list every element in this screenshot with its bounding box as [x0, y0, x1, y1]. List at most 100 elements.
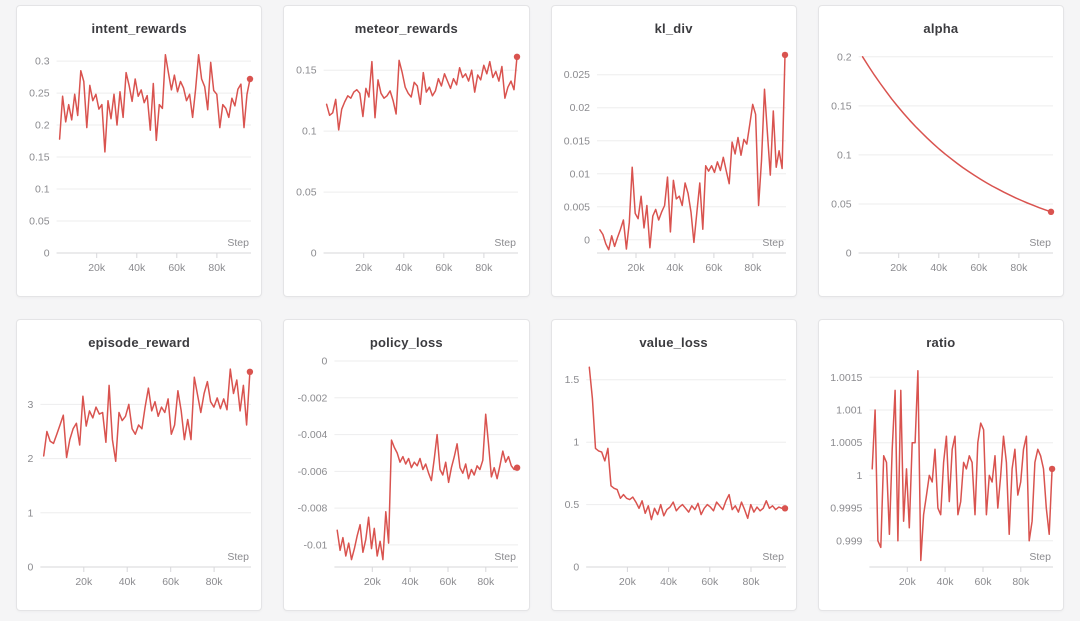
- y-tick-label: 3: [28, 399, 34, 411]
- chart-panel-ratio[interactable]: ratio 0.999 0.9995 1 1.0005 1.001 1.0015 20k 40…: [817, 319, 1064, 611]
- y-tick-label: 0.9995: [830, 503, 862, 515]
- x-tick-label: 20k: [75, 576, 93, 588]
- y-tick-label: 0.005: [563, 201, 589, 213]
- x-axis-title: Step: [1029, 237, 1051, 249]
- y-tick-label: 0.5: [564, 499, 579, 511]
- y-tick-label: 0: [584, 234, 590, 246]
- y-tick-label: 1.001: [836, 405, 862, 417]
- y-tick-label: 0: [573, 562, 579, 574]
- y-tick-label: 0.2: [35, 120, 50, 132]
- chart-panel-kl-div[interactable]: kl_div 0 0.005 0.01 0.015 0.02 0.025 20k 40k 60k…: [550, 5, 797, 297]
- y-tick-label: -0.006: [298, 466, 328, 478]
- y-tick-label: 0.15: [29, 152, 50, 164]
- x-tick-label: 40k: [402, 576, 420, 588]
- y-tick-label: 1: [573, 437, 579, 449]
- line-series: [336, 413, 519, 561]
- end-point-dot: [246, 75, 254, 83]
- x-tick-label: 60k: [168, 262, 186, 274]
- line-chart: 0 -0.002 -0.004 -0.006 -0.008 -0.01 20k 40k 60k 8…: [298, 356, 521, 588]
- y-tick-label: 0.05: [297, 187, 318, 199]
- y-tick-label: 0.1: [302, 126, 317, 138]
- line-series: [43, 368, 251, 463]
- line-chart: 0 0.005 0.01 0.015 0.02 0.025 20k 40k 60k 80k Step: [563, 51, 788, 274]
- line-chart: 0 0.05 0.1 0.15 0.2 0.25 0.3 20k 40k 60k 80k Step: [29, 53, 254, 274]
- line-chart: 0 0.05 0.1 0.15 0.2 20k 40k 60k 80k Step: [831, 51, 1055, 274]
- x-axis-title: Step: [228, 237, 250, 249]
- end-point-dot: [514, 53, 521, 60]
- y-tick-label: 2: [28, 453, 34, 465]
- y-tick-label: 0.25: [29, 88, 50, 100]
- chart-panel-value-loss[interactable]: value_loss 0 0.5 1 1.5 20k 40k 60k 80k Step: [550, 319, 797, 611]
- y-tick-label: 1: [28, 507, 34, 519]
- line-series: [598, 54, 786, 251]
- y-tick-label: 1: [856, 470, 862, 482]
- y-tick-label: -0.01: [304, 539, 328, 551]
- line-series: [326, 56, 519, 131]
- x-tick-label: 40k: [666, 262, 684, 274]
- x-tick-label: 40k: [930, 262, 948, 274]
- chart-title: episode_reward: [88, 335, 191, 350]
- y-tick-label: 0.05: [29, 216, 50, 228]
- x-tick-label: 40k: [660, 576, 678, 588]
- x-tick-label: 40k: [128, 262, 146, 274]
- y-tick-label: 0.2: [837, 51, 852, 63]
- x-axis-title: Step: [495, 237, 517, 249]
- x-tick-label: 20k: [88, 262, 106, 274]
- line-series: [58, 53, 251, 153]
- end-point-dot: [246, 368, 254, 375]
- y-tick-label: 1.0005: [830, 437, 862, 449]
- x-tick-label: 60k: [974, 576, 992, 588]
- x-axis-title: Step: [495, 551, 517, 563]
- x-tick-label: 20k: [627, 262, 645, 274]
- x-tick-label: 60k: [440, 576, 458, 588]
- chart-panel-episode-reward[interactable]: episode_reward 0 1 2 3 20k 40k 60k 80k Step: [16, 319, 263, 611]
- end-point-dot: [1047, 208, 1055, 215]
- y-tick-label: 0: [28, 562, 34, 574]
- line-series: [871, 370, 1053, 562]
- x-tick-label: 80k: [478, 576, 496, 588]
- chart-panel-meteor-rewards[interactable]: meteor_rewards 0 0.05 0.1 0.15 20k 40k 60k 80k S…: [283, 5, 530, 297]
- chart-title: intent_rewards: [91, 21, 187, 36]
- y-tick-label: 0.1: [837, 149, 852, 161]
- line-chart: 0 1 2 3 20k 40k 60k 80k Step: [28, 368, 254, 588]
- line-series: [861, 56, 1052, 213]
- y-tick-label: 0.15: [297, 65, 318, 77]
- chart-title: value_loss: [639, 335, 708, 350]
- x-axis-title: Step: [762, 237, 784, 249]
- y-tick-label: 0.02: [569, 102, 590, 114]
- y-tick-label: -0.004: [298, 429, 328, 441]
- y-tick-label: 0.15: [831, 100, 852, 112]
- x-axis-title: Step: [1029, 551, 1051, 563]
- y-tick-label: 0.05: [831, 199, 852, 211]
- end-point-dot: [514, 464, 521, 471]
- y-tick-label: 0.025: [563, 69, 589, 81]
- chart-title: kl_div: [654, 21, 693, 36]
- x-tick-label: 80k: [1012, 576, 1030, 588]
- y-tick-label: 1.0015: [830, 372, 862, 384]
- x-tick-label: 60k: [701, 576, 719, 588]
- y-tick-label: 1.5: [564, 374, 579, 386]
- x-tick-label: 40k: [396, 262, 414, 274]
- x-tick-label: 80k: [742, 576, 760, 588]
- y-tick-label: -0.008: [298, 503, 328, 515]
- y-tick-label: 0: [846, 248, 852, 260]
- x-tick-label: 80k: [209, 262, 227, 274]
- x-tick-label: 20k: [364, 576, 382, 588]
- y-tick-label: 0: [311, 248, 317, 260]
- chart-panel-intent-rewards[interactable]: intent_rewards 0 0.05 0.1 0.15 0.2 0.25 0.3 20k…: [16, 5, 263, 297]
- x-tick-label: 60k: [705, 262, 723, 274]
- chart-panel-policy-loss[interactable]: policy_loss 0 -0.002 -0.004 -0.006 -0.008 -0.…: [283, 319, 530, 611]
- line-chart: 0.999 0.9995 1 1.0005 1.001 1.0015 20k 40k 60k 80…: [830, 370, 1056, 588]
- y-tick-label: 0.1: [35, 184, 50, 196]
- y-tick-label: 0.01: [569, 168, 590, 180]
- y-tick-label: 0: [322, 356, 328, 368]
- line-chart: 0 0.05 0.1 0.15 20k 40k 60k 80k Step: [297, 53, 521, 274]
- x-tick-label: 80k: [1010, 262, 1028, 274]
- y-tick-label: -0.002: [298, 392, 328, 404]
- x-tick-label: 40k: [937, 576, 955, 588]
- x-axis-title: Step: [228, 551, 250, 563]
- x-tick-label: 60k: [162, 576, 180, 588]
- x-tick-label: 60k: [436, 262, 454, 274]
- chart-panel-alpha[interactable]: alpha 0 0.05 0.1 0.15 0.2 20k 40k 60k 80k Step: [817, 5, 1064, 297]
